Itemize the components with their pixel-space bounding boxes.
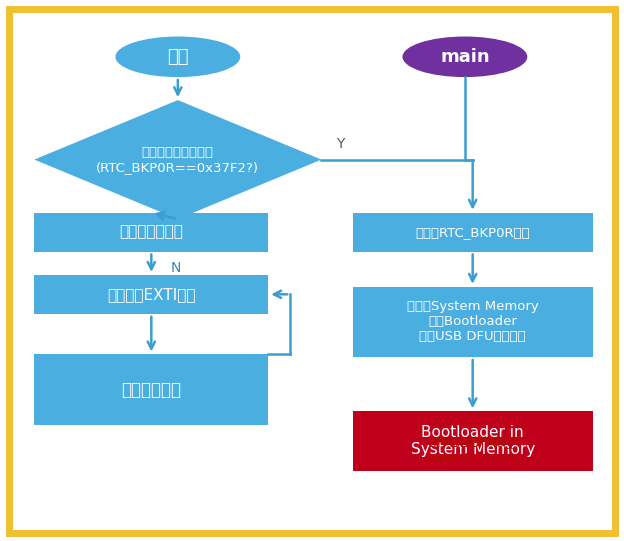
FancyBboxPatch shape	[353, 287, 593, 357]
FancyBboxPatch shape	[353, 213, 593, 252]
Text: 用户代码初始化: 用户代码初始化	[119, 225, 183, 240]
Text: 用户功能代码: 用户功能代码	[121, 380, 182, 399]
FancyBboxPatch shape	[34, 354, 268, 425]
Text: Y: Y	[336, 137, 344, 151]
Text: 配置按键EXTI中断: 配置按键EXTI中断	[107, 287, 195, 302]
Text: STM32/STM8社区
www.stmcu.org: STM32/STM8社区 www.stmcu.org	[427, 437, 518, 465]
Polygon shape	[34, 100, 321, 219]
Text: Bootloader in
System Memory: Bootloader in System Memory	[411, 425, 535, 457]
FancyBboxPatch shape	[34, 213, 268, 252]
FancyBboxPatch shape	[34, 275, 268, 314]
Text: main: main	[440, 48, 490, 66]
Text: 是否需要升级代码？
(RTC_BKP0R==0x37F2?): 是否需要升级代码？ (RTC_BKP0R==0x37F2?)	[96, 146, 260, 174]
Text: 将标志RTC_BKP0R清零: 将标志RTC_BKP0R清零	[416, 226, 530, 239]
Text: 跳转入System Memory
执行Bootloader
进行USB DFU代码升级: 跳转入System Memory 执行Bootloader 进行USB DFU代…	[407, 300, 539, 344]
FancyBboxPatch shape	[353, 411, 593, 471]
Ellipse shape	[115, 37, 240, 77]
Ellipse shape	[402, 37, 527, 77]
Text: 开始: 开始	[167, 48, 188, 66]
Text: N: N	[171, 261, 181, 275]
